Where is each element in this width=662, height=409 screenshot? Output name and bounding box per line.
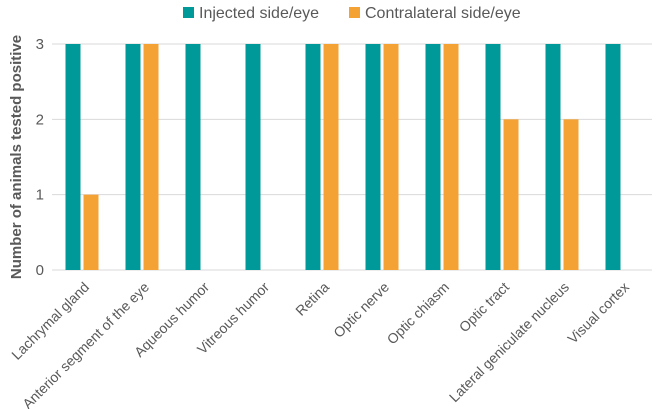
bar-injected — [305, 44, 321, 270]
legend: Injected side/eye Contralateral side/eye — [183, 5, 521, 22]
bar-injected — [485, 44, 501, 270]
gridlines — [52, 43, 652, 271]
x-tick-label: Visual cortex — [564, 279, 632, 347]
bar-injected — [605, 44, 621, 270]
x-tick-label: Retina — [292, 279, 332, 319]
y-tick-label: 2 — [36, 111, 44, 128]
legend-swatch — [349, 7, 360, 18]
y-tick-label: 3 — [36, 36, 44, 53]
bars — [65, 44, 621, 270]
legend-label: Injected side/eye — [199, 5, 319, 22]
legend-label: Contralateral side/eye — [365, 5, 521, 22]
bar-injected — [65, 44, 81, 270]
x-tick-label: Lateral geniculate nucleus — [446, 279, 572, 405]
legend-swatch — [183, 7, 194, 18]
y-tick-label: 1 — [36, 187, 44, 204]
bar-injected — [125, 44, 141, 270]
bar-injected — [245, 44, 261, 270]
x-tick-label: Optic tract — [456, 279, 513, 336]
bar-contralateral — [503, 119, 519, 270]
y-axis-title: Number of animals tested positive — [8, 35, 25, 279]
bar-contralateral — [563, 119, 579, 270]
bar-contralateral — [83, 194, 99, 270]
bar-contralateral — [323, 44, 339, 270]
bar-contralateral — [143, 44, 159, 270]
bar-injected — [365, 44, 381, 270]
bar-injected — [545, 44, 561, 270]
bar-contralateral — [383, 44, 399, 270]
x-tick-label: Optic chiasm — [384, 279, 453, 348]
bar-contralateral — [443, 44, 459, 270]
x-tick-label: Anterior segment of the eye — [19, 279, 152, 409]
y-tick-label: 0 — [36, 262, 44, 279]
bar-injected — [185, 44, 201, 270]
bar-injected — [425, 44, 441, 270]
y-axis-ticks: 0 1 2 3 — [36, 36, 44, 279]
x-tick-label: Optic nerve — [330, 279, 392, 341]
